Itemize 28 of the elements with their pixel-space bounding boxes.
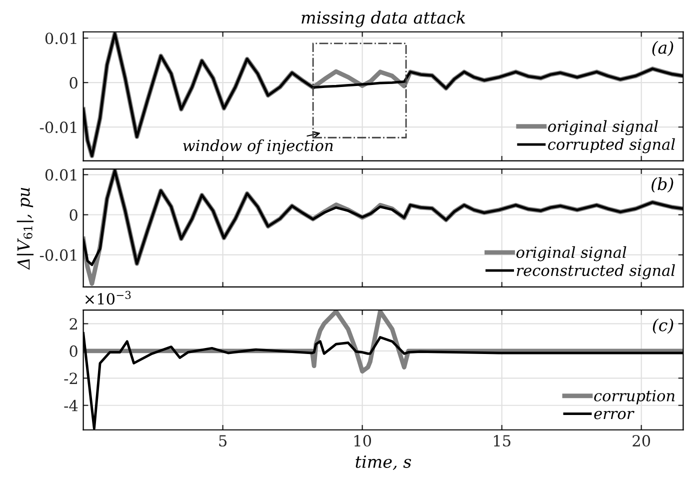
y-axis-title: Δ|V$_{61}$|, pu [16,188,34,270]
annotation: (b) [652,177,674,193]
legend-label: original signal [516,246,626,262]
annotation: (a) [652,40,674,56]
legend-label: error [594,410,634,420]
y-tick-label: 0 [70,209,78,221]
y-tick-label: -0.01 [40,122,76,134]
legend-label: corruption [594,390,674,404]
annotation: (c) [652,318,674,334]
y-tick-label: -2 [64,372,77,384]
legend-label: reconstructed signal [516,264,675,280]
x-tick-label: 10 [354,435,372,447]
y-tick-label: 0.01 [45,169,76,181]
x-axis-title: time, s [356,455,412,470]
y-tick-label: -0.01 [40,249,76,261]
y-tick-label: -4 [64,400,78,412]
y-tick-label: 0 [70,77,78,89]
x-tick-label: 15 [494,435,510,447]
y-tick-label: 0.01 [45,32,76,44]
y-tick-label: 2 [70,318,77,330]
chart-title: missing data attack [302,10,466,28]
text: ×10$^{−3}$ [85,290,131,305]
legend-label: original signal [548,120,658,136]
y-tick-label: 0 [70,345,78,357]
x-tick-label: 20 [632,435,650,447]
x-tick-label: 5 [219,435,226,447]
annotation: window of injection [183,139,333,154]
legend-label: corrupted signal [548,138,675,154]
